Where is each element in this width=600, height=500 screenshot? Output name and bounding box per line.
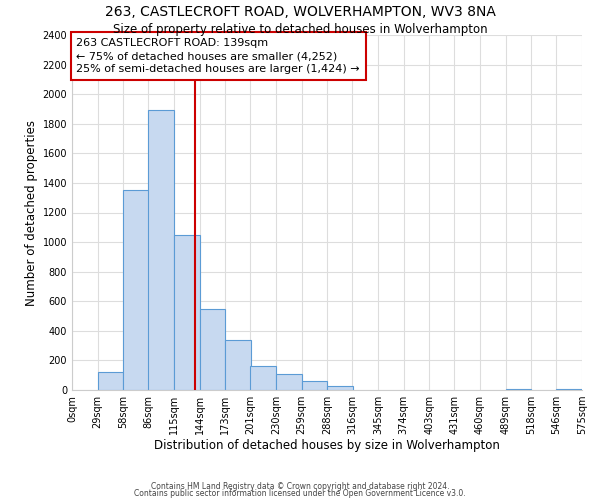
Bar [506,388,532,390]
Bar [250,366,276,390]
Bar [174,236,200,390]
X-axis label: Distribution of detached houses by size in Wolverhampton: Distribution of detached houses by size … [154,438,500,452]
Text: 263 CASTLECROFT ROAD: 139sqm
← 75% of detached houses are smaller (4,252)
25% of: 263 CASTLECROFT ROAD: 139sqm ← 75% of de… [76,38,360,74]
Text: Size of property relative to detached houses in Wolverhampton: Size of property relative to detached ho… [113,22,487,36]
Bar [276,374,302,390]
Bar [124,190,149,390]
Bar [226,340,251,390]
Text: Contains public sector information licensed under the Open Government Licence v3: Contains public sector information licen… [134,489,466,498]
Bar [556,388,582,390]
Text: 263, CASTLECROFT ROAD, WOLVERHAMPTON, WV3 8NA: 263, CASTLECROFT ROAD, WOLVERHAMPTON, WV… [104,5,496,19]
Text: Contains HM Land Registry data © Crown copyright and database right 2024.: Contains HM Land Registry data © Crown c… [151,482,449,491]
Bar [302,381,328,390]
Bar [328,386,353,390]
Y-axis label: Number of detached properties: Number of detached properties [25,120,38,306]
Bar [148,110,174,390]
Bar [98,372,124,390]
Bar [200,308,226,390]
